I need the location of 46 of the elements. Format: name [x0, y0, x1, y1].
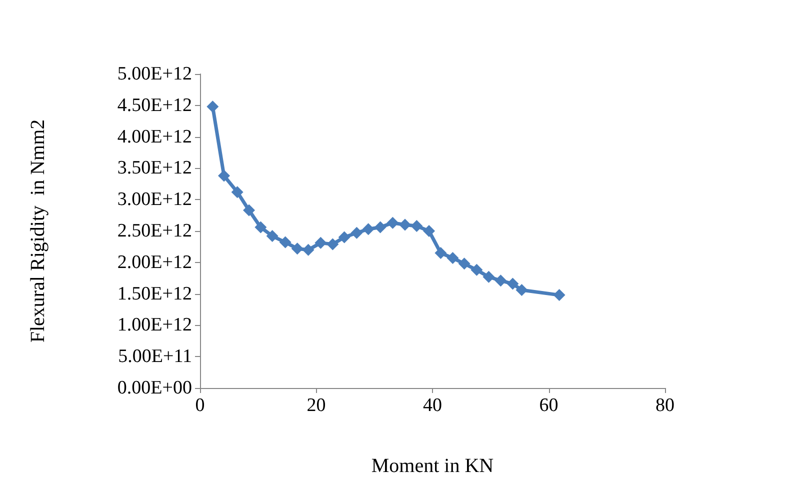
point	[362, 223, 374, 236]
point	[446, 252, 459, 264]
y-tick-label: 4.00E+12	[117, 126, 192, 148]
point	[410, 220, 423, 232]
point	[314, 236, 327, 249]
y-tick-label: 5.00E+11	[118, 346, 192, 368]
point	[243, 204, 255, 216]
point	[218, 170, 230, 182]
y-tick-label: 0.00E+00	[117, 378, 192, 398]
point	[516, 284, 528, 296]
x-tick-label: 40	[423, 395, 442, 416]
point	[254, 221, 267, 234]
point	[231, 186, 244, 198]
point	[399, 218, 412, 231]
y-tick-label: 3.00E+12	[117, 189, 192, 210]
point	[434, 246, 447, 259]
point	[302, 244, 314, 256]
point	[206, 100, 219, 113]
x-axis-title: Moment in KN	[371, 455, 494, 477]
point	[291, 242, 304, 255]
x-tick-label: 60	[539, 395, 558, 416]
y-tick-label: 3.50E+12	[117, 158, 192, 179]
point	[506, 278, 519, 290]
x-tick-label: 0	[195, 395, 205, 416]
x-tick-label: 80	[656, 395, 674, 416]
point	[326, 238, 339, 250]
point	[374, 221, 386, 234]
y-tick-label: 1.50E+12	[117, 283, 192, 304]
y-tick-label: 5.00E+12	[117, 64, 192, 84]
y-tick-label: 1.00E+12	[117, 314, 192, 336]
point	[553, 289, 566, 302]
point	[482, 270, 495, 283]
point	[338, 231, 350, 244]
y-tick-label: 2.00E+12	[117, 252, 192, 273]
point	[266, 230, 278, 242]
point	[423, 225, 436, 237]
x-tick-label: 20	[306, 395, 326, 416]
point	[470, 264, 483, 276]
y-axis-title: Flexural Rigidity in Nmm2	[27, 119, 49, 343]
point	[386, 216, 399, 229]
y-tick-label: 4.50E+12	[117, 94, 192, 116]
y-tick-label: 2.50E+12	[117, 220, 192, 242]
point	[458, 258, 470, 270]
point	[350, 226, 363, 239]
point	[494, 274, 507, 287]
point	[279, 236, 292, 248]
